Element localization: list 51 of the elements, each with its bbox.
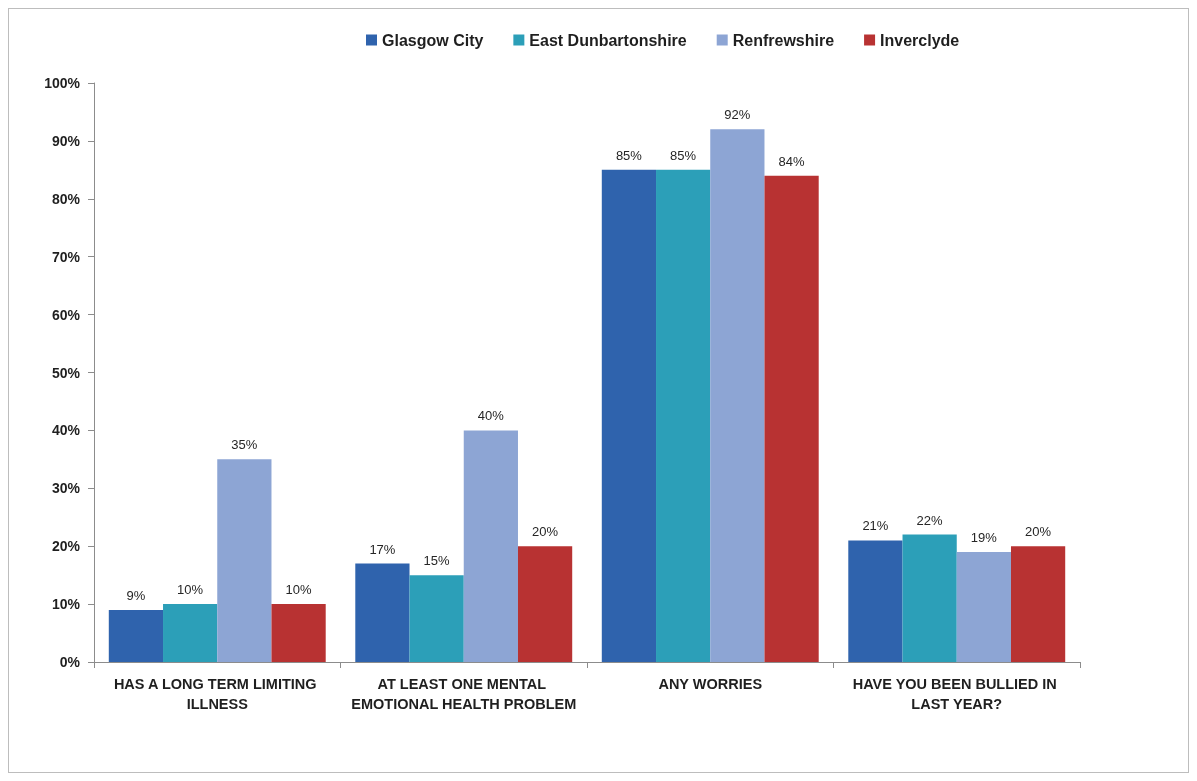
data-label: 20%: [1025, 524, 1052, 540]
bar: [271, 604, 326, 662]
y-tick-label: 10%: [51, 596, 81, 613]
bar: [409, 575, 464, 662]
bar: [601, 169, 657, 662]
bar: [517, 546, 573, 662]
data-label: 85%: [670, 147, 697, 163]
legend-label: Inverclyde: [880, 31, 960, 49]
data-label: 17%: [369, 541, 396, 557]
y-tick-label: 0%: [59, 654, 81, 670]
bar: [217, 459, 272, 662]
x-tick-label: HAVE YOU BEEN BULLIED IN LAST YEAR?: [852, 676, 1061, 712]
data-label: 20%: [532, 524, 559, 540]
data-label: 21%: [862, 518, 889, 534]
y-tick-label: 30%: [51, 480, 81, 497]
y-tick-label: 100%: [44, 75, 81, 91]
x-tick-label: ANY WORRIES: [658, 676, 763, 692]
data-label: 22%: [916, 512, 944, 528]
bar: [764, 175, 819, 662]
y-tick-label: 60%: [51, 306, 81, 323]
y-tick-label: 50%: [51, 364, 81, 381]
bar: [656, 169, 711, 662]
bar: [163, 604, 218, 662]
data-label: 35%: [231, 437, 258, 453]
y-tick-label: 70%: [51, 248, 81, 265]
data-label: 92%: [724, 107, 751, 123]
data-label: 85%: [615, 147, 643, 163]
data-label: 9%: [126, 587, 146, 603]
bar: [463, 430, 518, 662]
bar: [956, 551, 1011, 662]
data-label: 15%: [423, 553, 451, 569]
data-label: 10%: [285, 582, 313, 598]
bar: [1010, 546, 1066, 662]
bar: [108, 609, 164, 662]
legend-label: Renfrewshire: [732, 31, 835, 49]
x-tick-label: AT LEAST ONE MENTAL EMOTIONAL HEALTH PROBLEM: [351, 676, 577, 712]
data-label: 10%: [177, 582, 204, 598]
data-label: 40%: [477, 408, 505, 424]
y-tick-label: 20%: [51, 538, 81, 555]
y-tick-label: 90%: [51, 132, 81, 149]
y-tick-label: 40%: [51, 422, 81, 439]
bar: [848, 540, 903, 662]
y-tick-label: 80%: [51, 190, 81, 207]
legend-label: East Dunbartonshire: [529, 31, 687, 49]
bar: [355, 563, 410, 662]
bar: [710, 129, 765, 662]
legend-label: Glasgow City: [382, 31, 484, 49]
x-tick-label: HAS A LONG TERM LIMITING ILLNESS: [113, 676, 321, 712]
data-label: 84%: [778, 153, 806, 169]
bar: [902, 534, 957, 662]
data-label: 19%: [970, 529, 998, 545]
